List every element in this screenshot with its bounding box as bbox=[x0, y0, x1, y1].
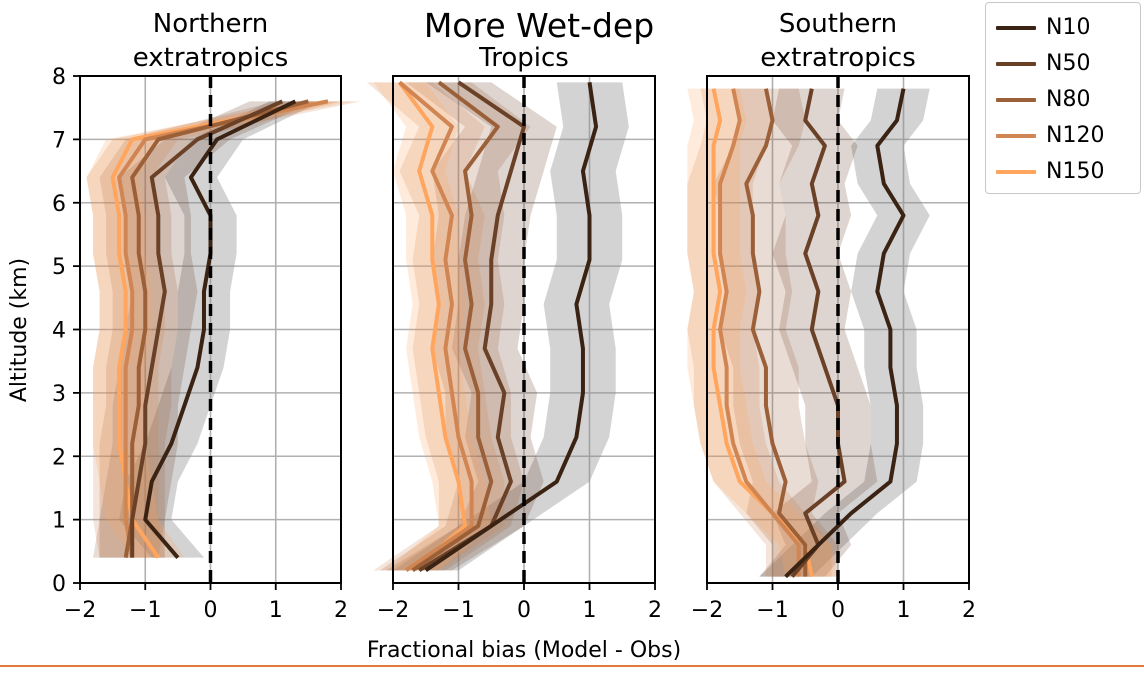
spread-band-n10 bbox=[759, 88, 930, 577]
y-axis-label: Altitude (km) bbox=[7, 258, 32, 402]
spread-band-n150 bbox=[86, 101, 355, 558]
x-tick-label: −2 bbox=[377, 598, 409, 623]
figure-title: More Wet-dep bbox=[424, 6, 654, 45]
legend-label-n120: N120 bbox=[1046, 123, 1105, 148]
y-tick-label: 7 bbox=[52, 128, 66, 153]
y-tick-label: 0 bbox=[52, 572, 66, 597]
legend-swatch-n150 bbox=[996, 170, 1036, 174]
x-tick-label: −1 bbox=[756, 598, 788, 623]
panel-title: extratropics bbox=[133, 43, 289, 73]
series-line-n80 bbox=[123, 99, 309, 558]
legend-label-n50: N50 bbox=[1046, 51, 1091, 76]
panel-title: Northern bbox=[153, 9, 268, 39]
legend-label-n150: N150 bbox=[1046, 159, 1105, 184]
panel-title: extratropics bbox=[760, 43, 916, 73]
y-tick-label: 6 bbox=[52, 192, 66, 217]
panel-title: Tropics bbox=[478, 43, 569, 73]
spread-band-n50 bbox=[386, 82, 557, 571]
series-line-n120 bbox=[398, 80, 474, 572]
series-line-n80 bbox=[411, 80, 500, 572]
x-tick-label: 2 bbox=[334, 598, 348, 623]
spread-band-n50 bbox=[759, 88, 878, 577]
legend-item-n80: N80 bbox=[986, 83, 1142, 119]
legend-label-n80: N80 bbox=[1046, 87, 1091, 112]
series-line-n120 bbox=[718, 88, 801, 577]
series-line-n10 bbox=[784, 88, 906, 579]
legend: N10 N50 N80 N120 N150 bbox=[985, 2, 1141, 194]
panel-3: −2 −1 0 1 2 Southern extratropics bbox=[687, 9, 976, 623]
spread-band-n150 bbox=[687, 88, 838, 577]
legend-item-n50: N50 bbox=[986, 47, 1142, 83]
spread-band-n120 bbox=[86, 101, 361, 558]
legend-swatch-n50 bbox=[996, 62, 1036, 66]
legend-item-n120: N120 bbox=[986, 119, 1142, 155]
series-line-n50 bbox=[790, 88, 847, 578]
x-tick-label: 1 bbox=[897, 598, 911, 623]
spread-band-n80 bbox=[379, 82, 531, 571]
x-tick-label: 2 bbox=[648, 598, 662, 623]
series-line-n80 bbox=[744, 88, 808, 577]
x-tick-label: −2 bbox=[64, 598, 96, 623]
chart-panels: −2 −1 0 1 2 0 1 2 3 4 5 6 7 8 Northern extratropics −2 −1… bbox=[52, 9, 976, 623]
legend-swatch-n120 bbox=[996, 134, 1036, 138]
x-tick-label: 1 bbox=[583, 598, 597, 623]
x-tick-label: −1 bbox=[442, 598, 474, 623]
y-tick-label: 4 bbox=[52, 319, 66, 344]
series-line-n10 bbox=[424, 82, 599, 572]
series-line-n120 bbox=[117, 99, 329, 558]
panel-1: −2 −1 0 1 2 0 1 2 3 4 5 6 7 8 Northern extratropics bbox=[52, 9, 361, 623]
legend-swatch-n80 bbox=[996, 98, 1036, 102]
y-tick-label: 1 bbox=[52, 509, 66, 534]
legend-item-n150: N150 bbox=[986, 155, 1142, 191]
spread-band-n80 bbox=[713, 88, 838, 577]
spread-band-n120 bbox=[687, 88, 832, 577]
legend-swatch-n10 bbox=[996, 26, 1036, 30]
legend-item-n10: N10 bbox=[986, 11, 1142, 47]
panel-title: Southern bbox=[779, 9, 897, 39]
y-tick-label: 2 bbox=[52, 445, 66, 470]
x-tick-label: 0 bbox=[204, 598, 218, 623]
series-line-n50 bbox=[418, 80, 526, 573]
spread-band-n80 bbox=[93, 101, 341, 558]
x-tick-label: 1 bbox=[269, 598, 283, 623]
x-tick-label: −2 bbox=[691, 598, 723, 623]
series-line-n50 bbox=[130, 99, 284, 558]
bottom-divider bbox=[0, 665, 1144, 667]
x-tick-label: 2 bbox=[962, 598, 976, 623]
y-tick-label: 3 bbox=[52, 382, 66, 407]
spread-band-n50 bbox=[99, 101, 315, 558]
y-tick-label: 8 bbox=[52, 65, 66, 90]
series-line-n150 bbox=[397, 81, 468, 572]
x-tick-label: −1 bbox=[129, 598, 161, 623]
legend-label-n10: N10 bbox=[1046, 15, 1091, 40]
y-tick-label: 5 bbox=[52, 255, 66, 280]
x-tick-label: 0 bbox=[831, 598, 845, 623]
series-line-n10 bbox=[143, 99, 297, 559]
x-axis-label: Fractional bias (Model - Obs) bbox=[367, 638, 681, 663]
x-tick-label: 0 bbox=[517, 598, 531, 623]
panel-2: −2 −1 0 1 2 Tropics bbox=[366, 43, 662, 623]
